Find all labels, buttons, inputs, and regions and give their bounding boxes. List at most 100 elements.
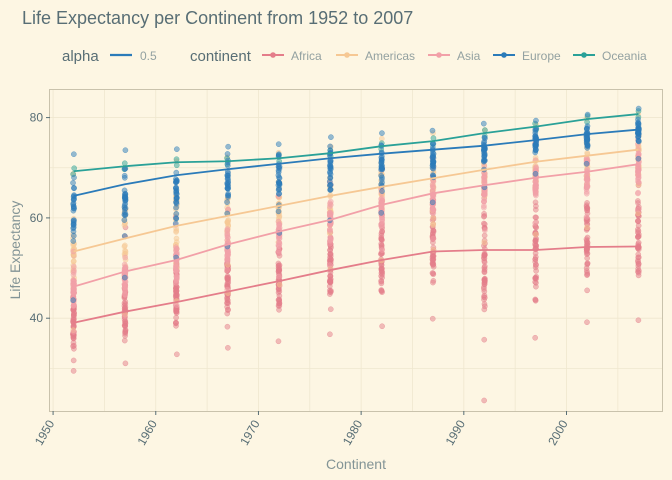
data-point-asia: [584, 183, 590, 190]
data-point-africa: [533, 280, 539, 286]
data-point-asia: [276, 248, 282, 254]
data-point-africa: [122, 320, 129, 327]
data-point-africa: [532, 250, 539, 257]
data-point-africa: [429, 315, 436, 322]
data-point-africa: [378, 287, 385, 293]
data-point-africa: [532, 334, 539, 341]
legend-item-label: Europe: [522, 49, 561, 63]
legend-key-point: [501, 52, 507, 58]
data-point-europe: [225, 143, 231, 150]
data-point-americas: [173, 239, 180, 245]
data-point-americas: [122, 242, 128, 249]
data-point-africa: [121, 305, 128, 312]
data-point-americas: [532, 231, 539, 238]
data-point-europe: [378, 160, 385, 166]
data-point-europe: [122, 209, 128, 216]
data-point-africa: [583, 265, 590, 271]
trend-line-asia: [73, 163, 639, 288]
data-point-europe: [121, 202, 128, 209]
data-point-africa: [121, 337, 128, 344]
data-point-africa: [173, 288, 180, 294]
data-point-europe: [635, 155, 642, 162]
legend-item-oceania: Oceania: [573, 49, 647, 63]
legend-key-point: [581, 52, 587, 58]
data-point-africa: [635, 257, 641, 264]
data-point-asia: [173, 302, 180, 309]
data-point-asia: [70, 303, 77, 309]
x-tick-label: 1970: [237, 417, 263, 447]
data-point-africa: [430, 259, 436, 266]
trend-line-oceania: [73, 113, 639, 173]
data-point-europe: [70, 151, 77, 158]
data-point-asia: [121, 313, 128, 320]
data-point-africa: [378, 273, 385, 279]
data-point-europe: [70, 205, 77, 211]
data-point-asia: [430, 235, 437, 242]
data-point-africa: [481, 397, 488, 404]
data-point-europe: [635, 133, 642, 140]
data-point-europe: [225, 192, 231, 199]
data-point-asia: [481, 227, 488, 234]
data-point-africa: [172, 293, 179, 300]
data-point-africa: [173, 351, 180, 358]
data-point-asia: [173, 267, 179, 274]
data-point-asia: [583, 188, 590, 195]
data-point-europe: [327, 186, 334, 193]
data-point-africa: [635, 228, 642, 234]
data-point-europe: [583, 160, 590, 167]
data-point-africa: [481, 232, 488, 239]
data-point-europe: [173, 185, 179, 192]
data-point-europe: [635, 105, 642, 112]
plot-panel: [49, 89, 663, 412]
data-point-asia: [481, 191, 488, 198]
legend-key-point: [344, 52, 350, 58]
data-point-africa: [70, 368, 77, 374]
data-point-asia: [379, 247, 386, 253]
data-point-europe: [328, 134, 334, 140]
data-point-europe: [379, 130, 385, 136]
data-point-africa: [122, 360, 129, 367]
data-point-europe: [429, 127, 436, 134]
data-point-europe: [275, 208, 282, 215]
legend: alpha 0.5 continent Africa Americas Asia Eu…: [62, 44, 647, 66]
data-point-africa: [635, 317, 642, 324]
data-point-europe: [480, 147, 487, 153]
data-point-africa: [635, 200, 641, 206]
legend-item-label: Americas: [365, 49, 415, 63]
data-point-asia: [379, 195, 385, 201]
data-point-asia: [635, 170, 642, 176]
chart-title: Life Expectancy per Continent from 1952 …: [22, 8, 413, 28]
data-point-europe: [276, 190, 283, 197]
data-point-europe: [224, 185, 231, 192]
data-point-europe: [430, 158, 436, 165]
data-point-africa: [276, 262, 283, 269]
data-point-europe: [71, 174, 77, 181]
data-point-asia: [224, 248, 231, 255]
legend-item-label: Asia: [457, 49, 481, 63]
trend-line-americas: [73, 148, 639, 253]
x-tick-label: 1950: [32, 417, 58, 447]
data-point-europe: [583, 125, 590, 132]
data-point-africa: [532, 206, 539, 213]
data-point-europe: [70, 180, 76, 186]
data-point-asia: [70, 263, 77, 270]
legend-item-europe: Europe: [493, 49, 561, 63]
data-point-africa: [584, 205, 591, 211]
data-point-africa: [276, 306, 282, 313]
y-tick-label: 40: [30, 311, 44, 325]
data-point-africa: [327, 251, 334, 257]
data-point-africa: [379, 265, 385, 272]
data-point-asia: [276, 222, 283, 229]
data-point-europe: [275, 172, 282, 179]
data-point-africa: [275, 289, 282, 296]
data-point-africa: [584, 260, 591, 267]
data-point-europe: [327, 164, 334, 171]
x-tick-label: 1960: [135, 417, 161, 447]
legend-item-africa: Africa: [262, 49, 322, 63]
data-point-africa: [122, 329, 129, 336]
data-point-europe: [429, 165, 436, 171]
data-point-europe: [327, 181, 334, 188]
data-point-africa: [481, 266, 488, 273]
data-point-asia: [481, 203, 487, 209]
